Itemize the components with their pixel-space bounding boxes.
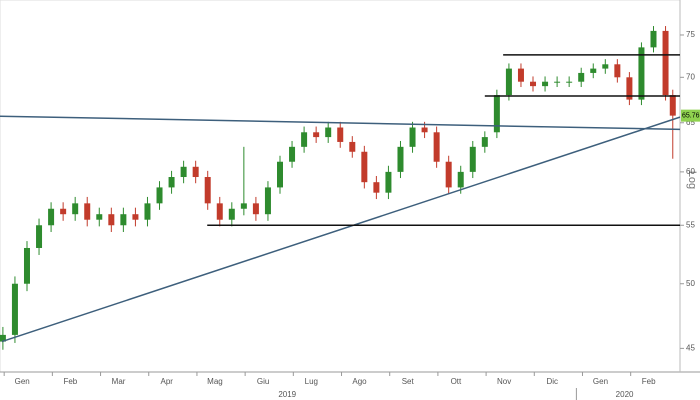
candle-body (132, 214, 139, 220)
candle-body (240, 203, 247, 209)
candle-body (96, 214, 103, 220)
candle-body (337, 127, 344, 142)
y-tick-label: 70 (686, 72, 695, 81)
candle-body (566, 81, 573, 83)
candle-body (11, 283, 18, 335)
last-price-tag (681, 109, 700, 122)
candle-body (192, 166, 199, 178)
candle-body (313, 132, 320, 138)
candle-body (457, 171, 464, 188)
candle-body (542, 81, 549, 87)
x-tick-label: Ago (352, 377, 367, 386)
candle-body (156, 187, 163, 204)
candle-body (602, 64, 609, 69)
candle-body (349, 141, 356, 152)
candle-body (433, 132, 440, 162)
candle-body (385, 171, 392, 193)
candle-body (445, 161, 452, 188)
candle-body (120, 214, 127, 226)
x-tick-label: Gen (15, 377, 30, 386)
scale-label: Log (686, 171, 698, 189)
candle-body (517, 68, 524, 82)
year-label: 2019 (278, 390, 296, 399)
y-tick-label: 45 (686, 343, 695, 352)
plot-area (0, 0, 681, 373)
x-tick-label: Mag (207, 377, 223, 386)
candle-body (144, 203, 151, 220)
candle-body (36, 225, 43, 248)
candle-body (493, 95, 500, 133)
candle-body (626, 77, 633, 100)
y-tick-label: 50 (686, 279, 695, 288)
candle-body (72, 203, 79, 215)
candle-body (662, 30, 669, 96)
candle-body (289, 146, 296, 162)
x-tick-label: Dic (547, 377, 559, 386)
candle-body (481, 137, 488, 147)
candle-body (650, 30, 657, 48)
x-tick-label: Nov (497, 377, 511, 386)
candle-body (60, 208, 67, 215)
candle-body (204, 177, 211, 204)
candle-body (409, 127, 416, 147)
candle-body (168, 177, 175, 188)
candle-body (264, 187, 271, 215)
candle-body (554, 81, 561, 83)
candle-body (373, 182, 380, 193)
x-tick-label: Apr (161, 377, 174, 386)
y-tick-label: 75 (686, 30, 695, 39)
candle-body (84, 203, 91, 220)
candle-body (23, 247, 30, 284)
y-tick-label: 65 (686, 118, 695, 127)
candle-body (108, 214, 115, 226)
x-tick-label: Gen (593, 377, 608, 386)
candle-body (361, 151, 368, 183)
x-tick-label: Feb (642, 377, 656, 386)
candle-body (277, 161, 283, 188)
candle-body (180, 166, 187, 178)
x-tick-label: Ott (451, 377, 462, 386)
candle-body (614, 64, 621, 78)
candle-body (48, 208, 55, 226)
candle-body (669, 95, 676, 116)
candle-body (325, 127, 332, 138)
y-tick-label: 55 (686, 220, 695, 229)
candle-body (638, 47, 645, 100)
candle-body (421, 127, 428, 133)
candle-body (505, 68, 512, 96)
year-label: 2020 (616, 390, 634, 399)
x-tick-label: Set (402, 377, 415, 386)
candle-body (397, 146, 404, 172)
candle-body (469, 146, 476, 172)
trend-line (1, 116, 681, 343)
candle-body (578, 72, 585, 82)
last-price-label: 65.76 (682, 112, 700, 119)
candle-body (0, 334, 6, 342)
candle-body (252, 203, 259, 215)
candle-body (228, 208, 235, 220)
x-tick-label: Giu (257, 377, 269, 386)
trend-line (0, 115, 681, 131)
candle-body (216, 203, 223, 220)
x-tick-label: Mar (112, 377, 126, 386)
y-tick-label: 60 (686, 167, 695, 176)
candle-body (530, 81, 537, 87)
x-tick-label: Feb (63, 377, 77, 386)
candle-body (590, 68, 597, 73)
x-tick-label: Lug (305, 377, 318, 386)
candle-body (301, 132, 308, 147)
